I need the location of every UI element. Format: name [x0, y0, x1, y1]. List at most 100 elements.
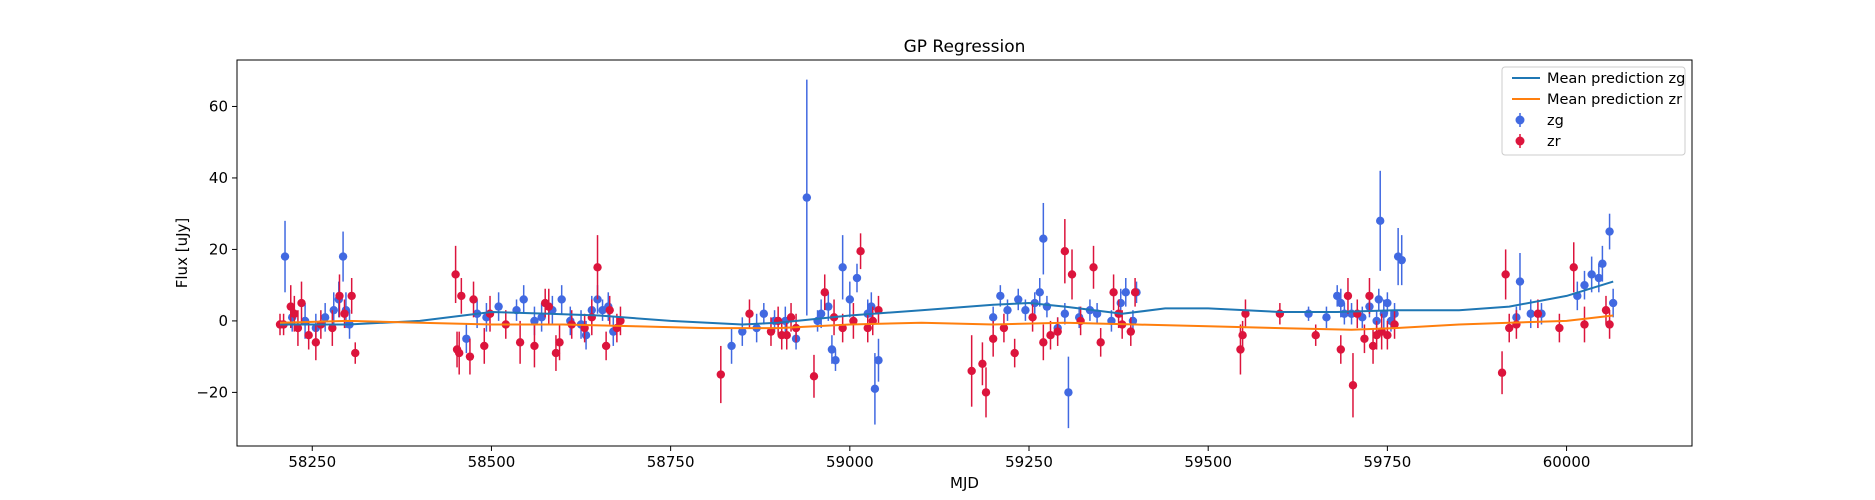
data-point-zr [1368, 341, 1378, 351]
data-point-zr [347, 291, 356, 301]
data-point-zr [1241, 309, 1250, 318]
legend-label-zr-line: Mean prediction zr [1547, 92, 1682, 108]
axes: 58250 58500 58750 59000 59250 59500 59750 60000… [196, 97, 1590, 471]
data-point-zg [1594, 273, 1604, 283]
data-point-zg [1322, 313, 1331, 322]
plot-area [275, 79, 1618, 429]
data-point-zg [1121, 288, 1130, 297]
legend: Mean prediction zg Mean prediction zr zg… [1501, 66, 1686, 156]
data-point-zg [852, 273, 862, 283]
data-point-zr [999, 323, 1009, 333]
data-point-zg [280, 252, 290, 261]
data-point-zr [286, 302, 295, 311]
data-point-zg [738, 327, 747, 336]
data-point-zr [716, 370, 726, 379]
data-point-zr [335, 291, 344, 301]
y-tick-label: 20 [209, 240, 228, 258]
data-point-zr [485, 309, 495, 318]
data-point-zg [1333, 291, 1342, 301]
data-point-zg [727, 341, 736, 351]
data-point-zg [1515, 277, 1525, 286]
data-point-zr [1010, 348, 1019, 358]
data-point-zr [1126, 327, 1135, 336]
y-tick-label: 60 [209, 97, 228, 115]
data-point-zr [978, 359, 987, 368]
data-point-zr [1497, 368, 1507, 377]
data-point-zr [1238, 331, 1247, 340]
data-point-zg [1383, 298, 1392, 308]
data-point-zr [1383, 331, 1392, 340]
data-point-zr [469, 295, 478, 304]
data-point-zg [988, 313, 998, 322]
x-tick-label: 60000 [1543, 453, 1591, 471]
data-point-zr [1601, 305, 1611, 315]
legend-box [1501, 66, 1686, 156]
data-point-zr [451, 270, 460, 279]
data-point-zr [1336, 345, 1345, 354]
data-point-zr [605, 305, 614, 315]
data-point-zr [1605, 320, 1614, 329]
y-tick-label: 40 [209, 169, 228, 187]
data-point-zr [1555, 323, 1564, 333]
data-point-zr [1236, 345, 1245, 354]
data-point-zr [1360, 334, 1369, 343]
data-point-zg [338, 252, 348, 261]
data-point-zg [1116, 298, 1125, 308]
data-point-zg [1039, 234, 1048, 243]
data-point-zg [759, 309, 769, 318]
data-point-zg [1587, 270, 1596, 279]
data-point-zr [1028, 313, 1037, 322]
data-point-zr [340, 309, 349, 318]
data-point-zr [1501, 270, 1510, 279]
data-point-zr [1505, 323, 1514, 333]
data-point-zg [1014, 295, 1023, 304]
data-point-zg [867, 302, 876, 311]
data-point-zg [1397, 255, 1406, 265]
data-point-zr [856, 247, 865, 256]
data-point-zr [1533, 309, 1543, 318]
data-point-zg [530, 316, 539, 326]
data-point-zg [1608, 298, 1618, 308]
data-point-zg [1304, 309, 1313, 318]
x-tick-label: 58750 [647, 453, 695, 471]
data-point-zr [457, 291, 466, 301]
data-point-zg [1598, 259, 1607, 268]
data-point-zr [1089, 263, 1098, 272]
data-point-zr [1109, 288, 1118, 297]
data-point-zr [745, 309, 754, 318]
data-point-zr [593, 263, 602, 272]
data-point-zg [870, 384, 880, 394]
data-point-zr [293, 323, 303, 333]
x-tick-label: 59500 [1184, 453, 1232, 471]
data-point-zr [786, 313, 796, 322]
data-point-zg [824, 302, 833, 311]
data-point-zr [328, 323, 337, 333]
data-point-zr [601, 341, 611, 351]
data-point-zg [996, 291, 1005, 301]
x-tick-label: 58500 [468, 453, 516, 471]
data-point-zr [304, 331, 313, 340]
y-tick-label: 0 [218, 312, 228, 330]
x-tick-label: 58250 [288, 453, 336, 471]
data-point-zg [1376, 216, 1385, 226]
data-point-zg [1580, 280, 1589, 290]
data-point-zg [1064, 388, 1073, 397]
series-line-mean-prediction-zr [279, 314, 1614, 331]
data-point-zr [988, 334, 998, 343]
data-point-zr [544, 302, 553, 311]
data-point-zr [1343, 291, 1353, 301]
data-point-zr [555, 338, 564, 347]
data-point-zr [1060, 247, 1070, 256]
data-point-zg [1003, 305, 1012, 315]
data-point-zg [537, 313, 546, 322]
data-point-zr [290, 309, 299, 318]
data-point-zr [863, 323, 872, 333]
data-point-zg [1374, 295, 1383, 304]
data-point-zr [1348, 381, 1358, 390]
data-point-zr [766, 327, 776, 336]
y-axis-label: Flux [uJy] [173, 218, 191, 288]
data-point-zr [454, 348, 464, 358]
data-point-zg [802, 193, 812, 202]
data-point-zr [1067, 270, 1077, 279]
